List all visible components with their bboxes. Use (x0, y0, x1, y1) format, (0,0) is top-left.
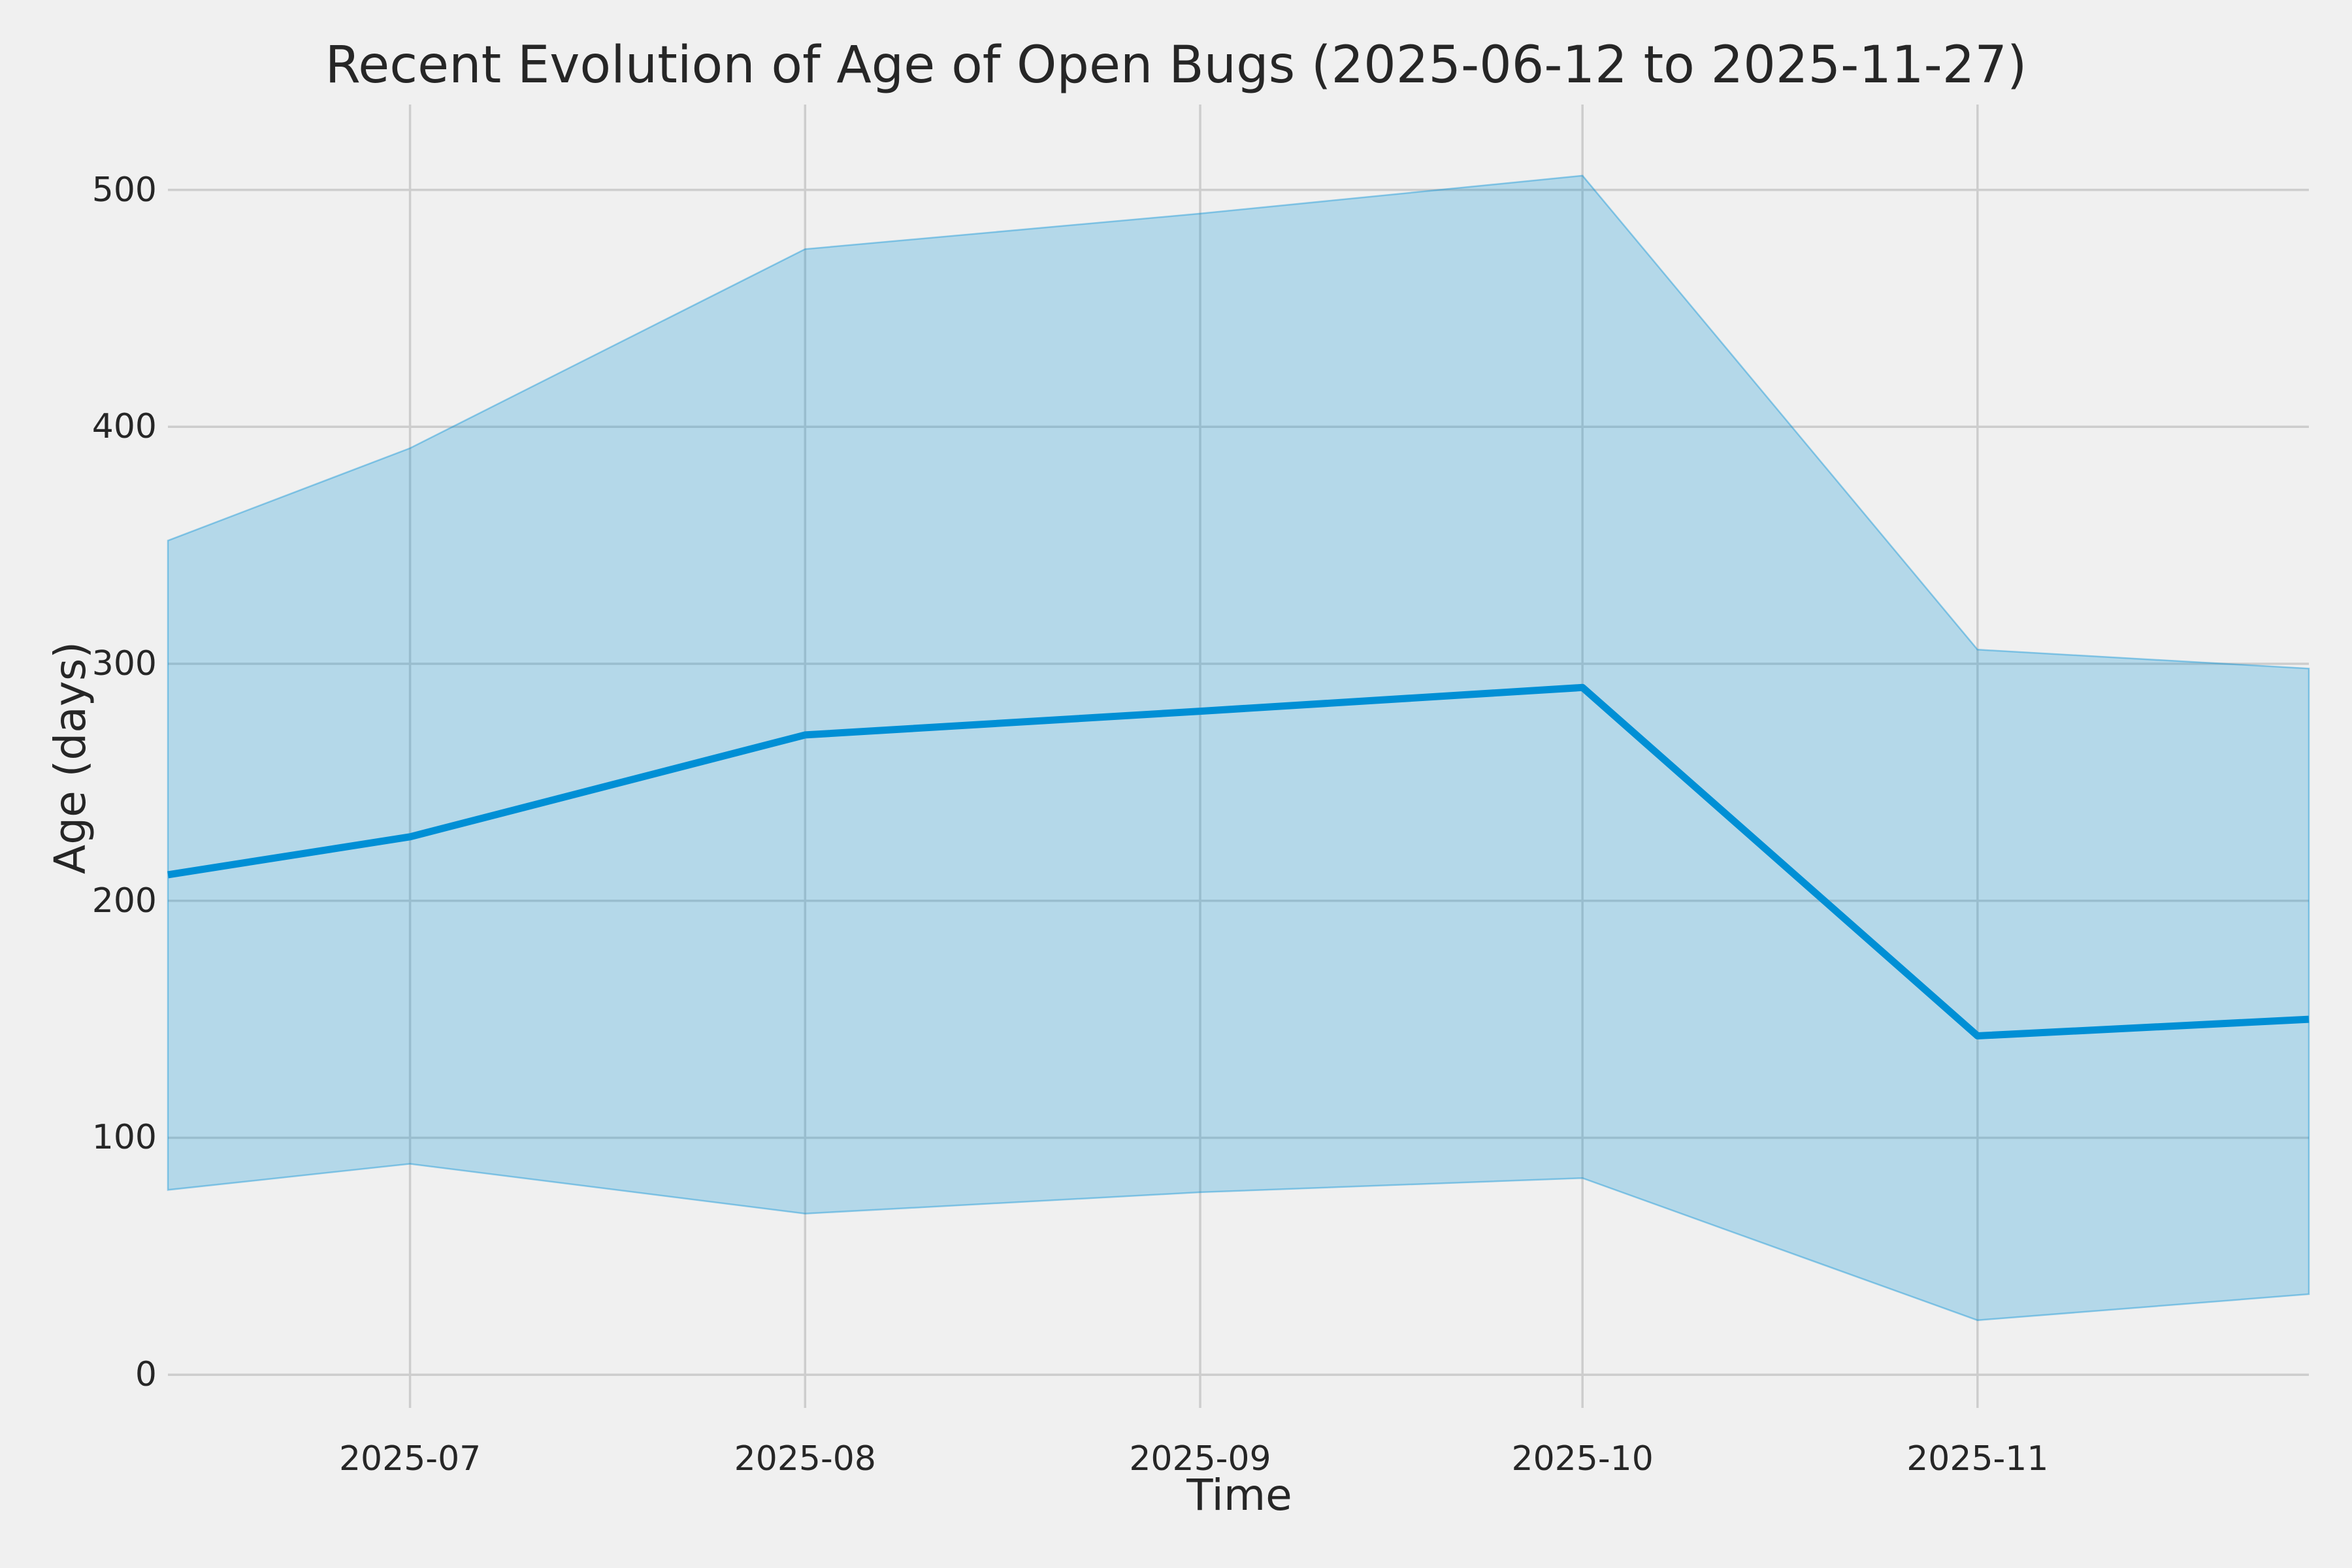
y-tick-label: 100 (91, 1118, 157, 1158)
confidence-band (167, 174, 2310, 1322)
y-tick-label: 200 (91, 881, 157, 921)
y-tick-label: 300 (91, 644, 157, 684)
y-tick-label: 500 (91, 170, 157, 210)
x-tick-label: 2025-10 (1511, 1439, 1654, 1478)
mean-line (167, 683, 2310, 1039)
y-axis-label: Age (days) (45, 642, 95, 874)
mean-line-layer (167, 683, 2310, 1039)
x-tick-label: 2025-11 (1906, 1439, 2049, 1478)
x-tick-label: 2025-09 (1129, 1439, 1271, 1478)
x-tick-label: 2025-07 (338, 1439, 482, 1478)
grid-lines (168, 105, 2309, 1408)
confidence-band-layer (167, 174, 2310, 1322)
y-tick-label: 0 (135, 1355, 157, 1395)
chart-title: Recent Evolution of Age of Open Bugs (20… (325, 36, 2027, 95)
y-tick-label: 400 (91, 407, 157, 447)
x-tick-label: 2025-08 (734, 1439, 876, 1478)
x-axis-label: Time (1186, 1470, 1292, 1520)
